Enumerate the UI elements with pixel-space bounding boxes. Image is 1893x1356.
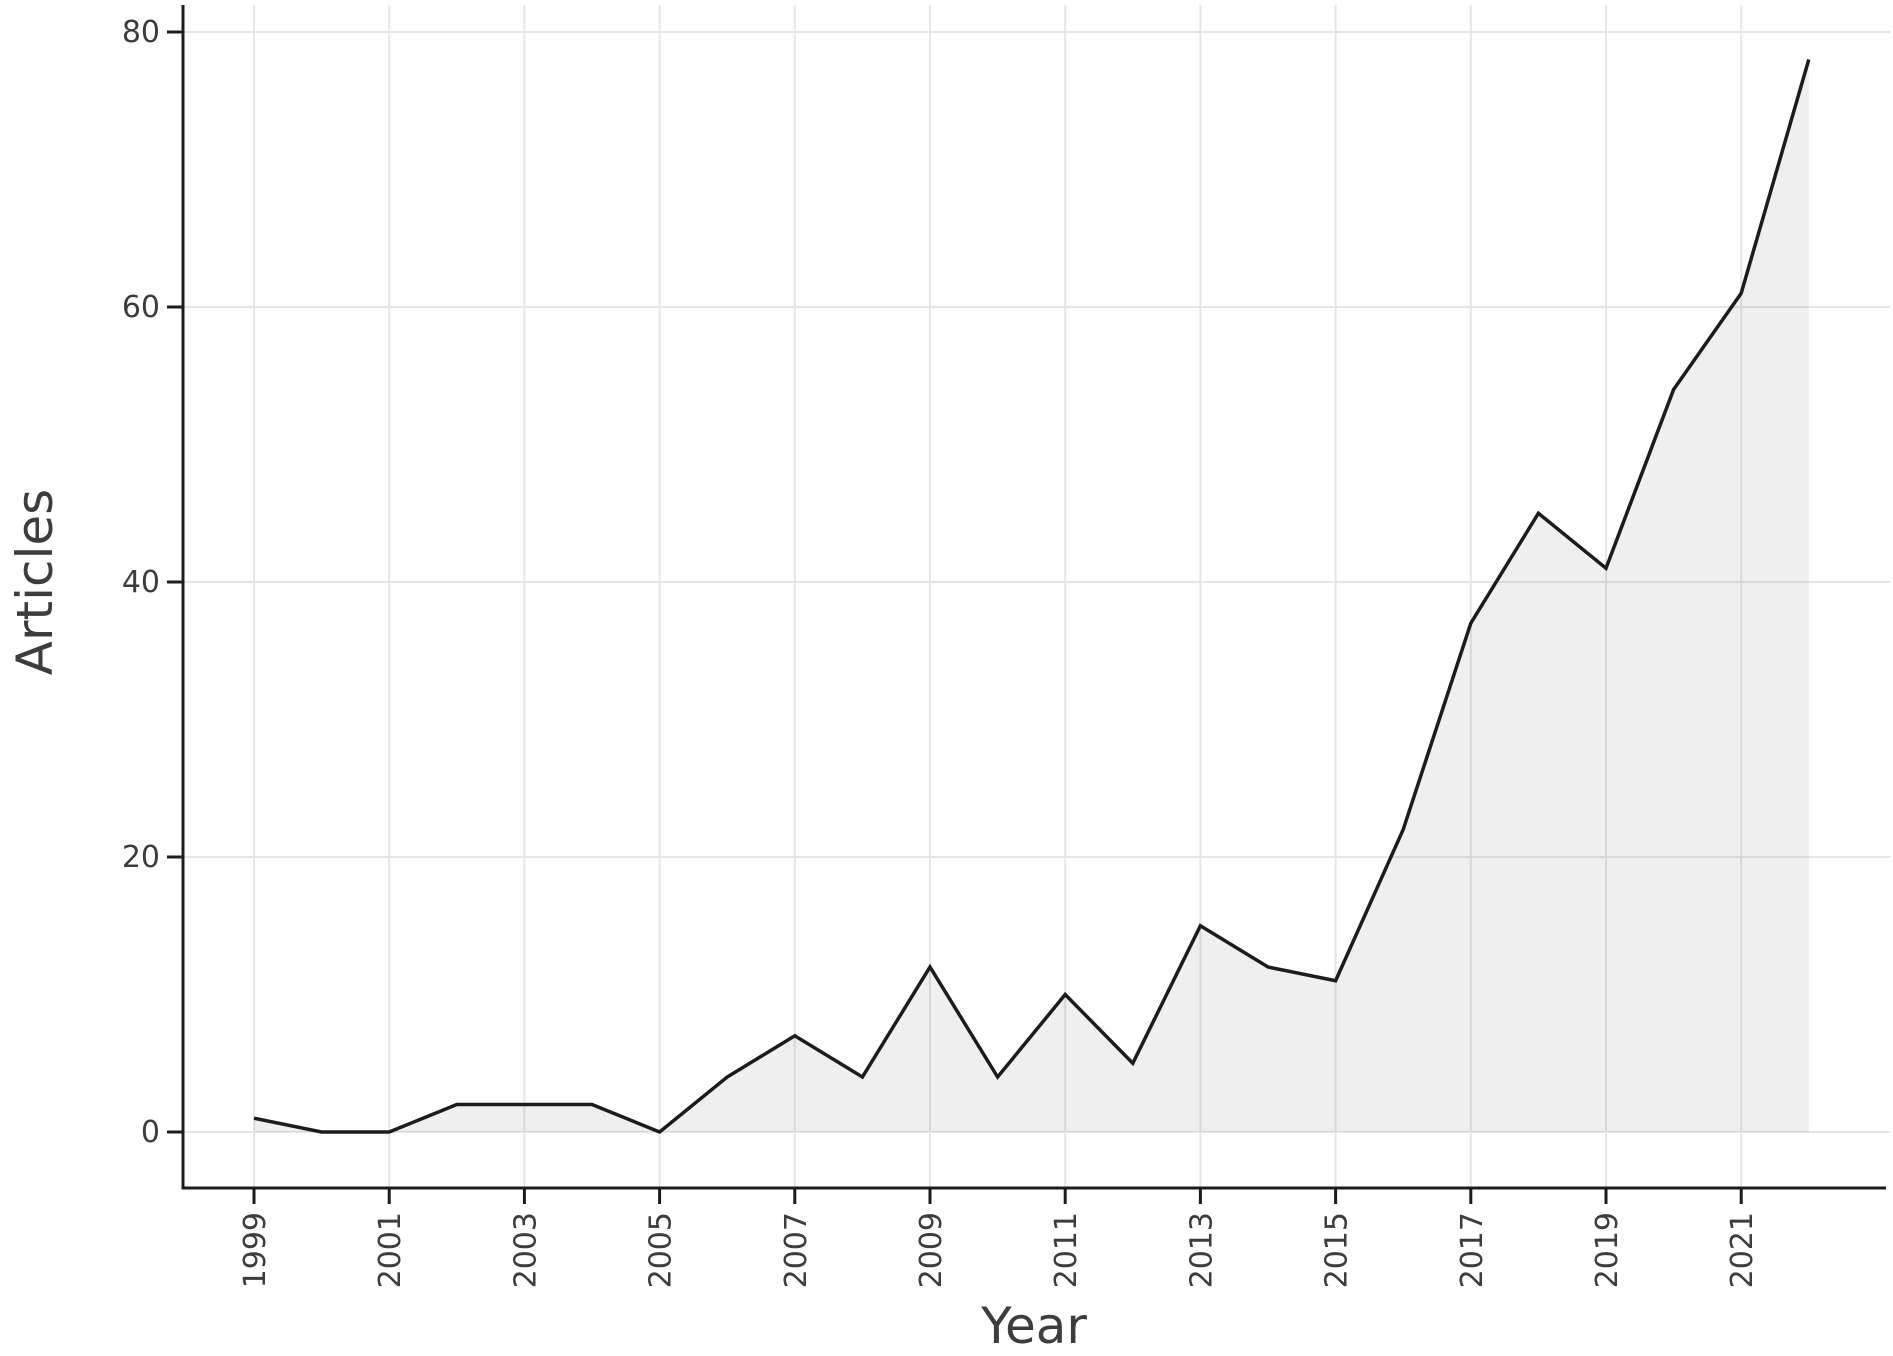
x-tick-label: 2011 <box>1049 1212 1084 1288</box>
x-tick-label: 2017 <box>1455 1212 1490 1288</box>
x-tick-label: 2003 <box>508 1212 543 1288</box>
x-tick-label: 2013 <box>1184 1212 1219 1288</box>
x-tick-label: 2015 <box>1320 1212 1355 1288</box>
axis-layer <box>167 5 1886 1204</box>
x-axis-title: Year <box>980 1297 1087 1355</box>
y-tick-label: 0 <box>141 1115 160 1150</box>
y-tick-label: 40 <box>122 565 160 600</box>
tick-label-layer: 0 20 40 60 80 1999 2001 2003 2005 2007 2009 2011 201… <box>122 15 1760 1288</box>
x-tick-label: 2007 <box>779 1212 814 1288</box>
x-tick-label: 2019 <box>1590 1212 1625 1288</box>
y-tick-label: 20 <box>122 840 160 875</box>
y-tick-label: 80 <box>122 15 160 50</box>
series-line <box>253 59 1811 1135</box>
series-area-fill <box>254 59 1809 1132</box>
x-tick-label: 1999 <box>238 1212 273 1288</box>
x-tick-label: 2005 <box>644 1212 679 1288</box>
series-layer <box>253 59 1811 1135</box>
gridline-layer <box>183 5 1890 1188</box>
y-axis-title: Articles <box>6 489 64 675</box>
x-tick-label: 2001 <box>373 1212 408 1288</box>
x-tick-label: 2021 <box>1725 1212 1760 1288</box>
x-tick-label: 2009 <box>914 1212 949 1288</box>
y-tick-label: 60 <box>122 290 160 325</box>
